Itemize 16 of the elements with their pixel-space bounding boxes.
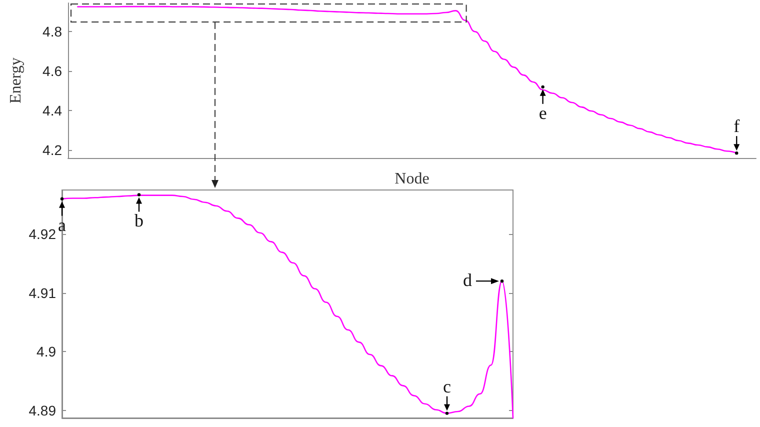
annotation: c <box>443 376 451 396</box>
y-tick-label: 4.8 <box>42 24 62 40</box>
x-axis-title: Node <box>394 170 430 188</box>
annotation: f <box>734 116 740 136</box>
y-tick-label: 4.4 <box>42 102 62 119</box>
annotation: b <box>134 210 144 231</box>
y-tick-label: 4.6 <box>42 63 62 80</box>
y-axis-title: Energy <box>8 58 24 104</box>
y-tick-label: 4.92 <box>28 226 56 242</box>
y-tick-label: 4.9 <box>36 344 56 360</box>
y-tick-label: 4.2 <box>42 142 62 158</box>
annotation: e <box>538 102 547 123</box>
y-tick-label: 4.91 <box>28 284 56 301</box>
y-tick-label: 4.89 <box>28 402 56 418</box>
annotation: d <box>463 270 472 290</box>
annotation: a <box>58 214 66 235</box>
